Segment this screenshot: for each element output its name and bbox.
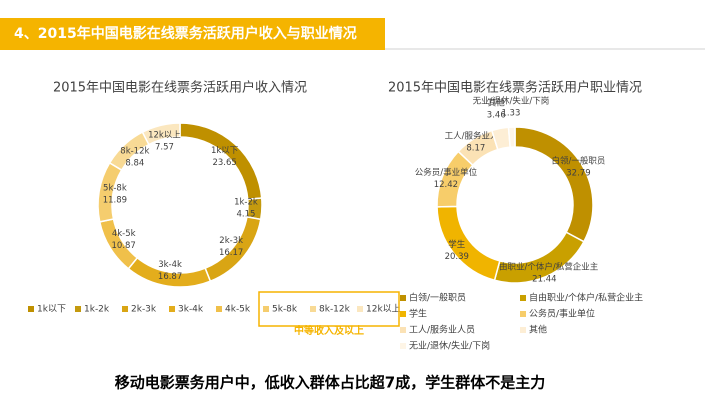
data-label-name: 白领/一般职员 bbox=[552, 155, 606, 166]
data-label-name: 1k以下 bbox=[211, 146, 239, 156]
legend-swatch bbox=[216, 306, 222, 312]
legend-swatch bbox=[400, 327, 406, 333]
legend-label: 白领/一般职员 bbox=[409, 292, 466, 304]
legend-swatch bbox=[169, 306, 175, 312]
data-label-value: 16.87 bbox=[158, 272, 182, 282]
data-label-name: 公务员/事业单位 bbox=[415, 167, 478, 178]
legend-label: 学生 bbox=[409, 308, 427, 320]
legend-label: 8k-12k bbox=[319, 305, 351, 315]
header-title: 4、2015年中国电影在线票务活跃用户收入与职业情况 bbox=[14, 25, 357, 42]
legend-label: 2k-3k bbox=[131, 305, 157, 315]
data-label-value: 32.79 bbox=[566, 168, 590, 178]
legend-swatch bbox=[400, 295, 406, 301]
legend-label: 无业/退休/失业/下岗 bbox=[409, 340, 490, 352]
legend-label: 公务员/事业单位 bbox=[529, 308, 595, 320]
data-label-name: 12k以上 bbox=[148, 130, 181, 140]
data-label-name: 2k-3k bbox=[219, 236, 243, 246]
data-label-name: 自由职业/个体户/私营企业主 bbox=[490, 261, 598, 272]
donut-slice bbox=[436, 205, 501, 282]
legend-label: 3k-4k bbox=[178, 305, 204, 315]
data-label-value: 8.84 bbox=[125, 158, 144, 168]
data-label-value: 21.44 bbox=[532, 274, 556, 284]
legend-swatch bbox=[400, 311, 406, 317]
data-label-value: 1.33 bbox=[501, 109, 520, 119]
legend-swatch bbox=[520, 295, 526, 301]
data-label-value: 23.65 bbox=[212, 158, 236, 168]
data-label-name: 其他 bbox=[488, 97, 506, 108]
data-label-value: 4.15 bbox=[236, 209, 255, 219]
annotation: 中等收入及以上 bbox=[294, 324, 364, 337]
data-label-name: 4k-5k bbox=[112, 229, 136, 239]
data-label-value: 20.39 bbox=[445, 252, 469, 262]
legend-swatch bbox=[75, 306, 81, 312]
data-label-value: 3.46 bbox=[487, 110, 506, 120]
chart-title: 2015年中国电影在线票务活跃用户职业情况 bbox=[388, 80, 642, 96]
legend-label: 5k-8k bbox=[272, 305, 298, 315]
conclusion: 移动电影票务用户中，低收入群体占比超7成，学生群体不是主力 bbox=[115, 374, 545, 392]
data-label-value: 7.57 bbox=[155, 142, 174, 152]
legend-label: 其他 bbox=[529, 324, 547, 336]
chart-title: 2015年中国电影在线票务活跃用户收入情况 bbox=[53, 80, 307, 96]
legend-swatch bbox=[400, 343, 406, 349]
legend-swatch bbox=[520, 311, 526, 317]
legend-label: 1k-2k bbox=[84, 305, 110, 315]
donut-slice bbox=[141, 122, 181, 146]
data-label-value: 10.87 bbox=[112, 241, 136, 251]
data-label-value: 12.42 bbox=[434, 180, 458, 190]
data-label-value: 16.17 bbox=[219, 248, 243, 258]
annotation-box bbox=[258, 291, 400, 327]
data-label-name: 1k-2k bbox=[234, 197, 258, 207]
legend-label: 自由职业/个体户/私营企业主 bbox=[529, 292, 643, 304]
donut-slice bbox=[514, 126, 594, 243]
legend-label: 12k以上 bbox=[366, 304, 401, 315]
legend-swatch bbox=[357, 306, 363, 312]
data-label-name: 学生 bbox=[448, 239, 466, 250]
data-label-name: 8k-12k bbox=[120, 146, 149, 156]
legend-swatch bbox=[520, 327, 526, 333]
data-label-name: 无业/退休/失业/下岗 bbox=[473, 96, 550, 107]
data-label-value: 8.17 bbox=[466, 144, 485, 154]
legend-swatch bbox=[310, 306, 316, 312]
legend-label: 1k以下 bbox=[37, 305, 66, 315]
data-label-name: 工人/服务业人员 bbox=[445, 131, 507, 142]
header-bar bbox=[0, 18, 385, 50]
data-label-name: 3k-4k bbox=[158, 260, 182, 270]
legend-swatch bbox=[28, 306, 34, 312]
legend-label: 工人/服务业人员 bbox=[409, 324, 475, 336]
data-label-name: 5k-8k bbox=[103, 184, 127, 194]
data-label-value: 11.89 bbox=[103, 196, 127, 206]
donut-slice bbox=[507, 126, 516, 149]
legend-swatch bbox=[263, 306, 269, 312]
legend-label: 4k-5k bbox=[225, 305, 251, 315]
legend-swatch bbox=[122, 306, 128, 312]
